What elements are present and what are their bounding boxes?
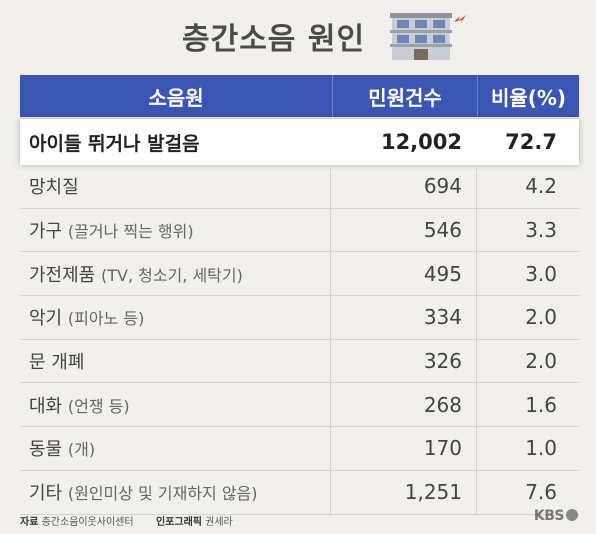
graphic-value: 권세라 — [205, 517, 233, 528]
highlight-source: 아이들 뛰거나 발걸음 — [29, 132, 200, 155]
row-count: 694 — [423, 174, 462, 199]
building-with-noise-icon — [390, 13, 466, 60]
page-title: 층간소음 원인 — [182, 22, 366, 57]
row-ratio: 3.0 — [525, 261, 557, 286]
row-name: 대화 — [29, 395, 63, 417]
row-count: 1,251 — [404, 480, 462, 505]
title-area: 층간소음 원인 — [0, 0, 596, 72]
kbs-logo: KBS — [534, 508, 578, 524]
table-row: 가구 (끌거나 찍는 행위) 546 3.3 — [20, 209, 579, 253]
highlight-row: 아이들 뛰거나 발걸음 12,002 72.7 — [20, 119, 579, 165]
column-divider — [476, 165, 477, 515]
table-row: 문 개폐 326 2.0 — [20, 340, 579, 384]
header-divider — [477, 75, 478, 117]
table-row: 대화 (언쟁 등) 268 1.6 — [20, 383, 579, 428]
row-ratio: 1.0 — [525, 436, 557, 461]
row-note: (끌거나 찍는 행위) — [67, 222, 194, 242]
column-header-source: 소음원 — [148, 85, 204, 110]
row-name: 악기 — [29, 308, 63, 330]
row-name: 가구 — [29, 221, 63, 243]
logo-dot-icon — [566, 509, 578, 521]
row-count: 546 — [423, 218, 462, 243]
table-row: 가전제품 (TV, 청소기, 세탁기) 495 3.0 — [20, 252, 579, 297]
row-note: (개) — [67, 440, 96, 460]
row-ratio: 1.6 — [525, 392, 557, 417]
row-ratio: 4.2 — [525, 174, 557, 199]
row-count: 268 — [423, 392, 462, 417]
row-ratio: 3.3 — [525, 218, 557, 243]
source-value: 층간소음이웃사이센터 — [41, 517, 134, 528]
footer-credits: 자료 층간소음이웃사이센터 인포그래픽 권세라 — [20, 513, 233, 528]
row-name: 동물 — [29, 439, 63, 461]
brand-text: KBS — [533, 508, 565, 524]
graphic-label: 인포그래픽 — [155, 517, 202, 528]
table-row: 기타 (원인미상 및 기재하지 않음) 1,251 7.6 — [20, 471, 579, 515]
row-count: 495 — [423, 261, 462, 286]
row-note: (피아노 등) — [67, 309, 145, 329]
table-body: 망치질 694 4.2 가구 (끌거나 찍는 행위) 546 3.3 가전제품 … — [20, 165, 579, 515]
row-name: 가전제품 — [29, 264, 96, 286]
row-note: (원인미상 및 기재하지 않음) — [67, 484, 258, 504]
table-row: 악기 (피아노 등) 334 2.0 — [20, 296, 579, 340]
column-divider — [330, 165, 331, 515]
row-count: 170 — [423, 436, 462, 461]
highlight-count: 12,002 — [380, 130, 462, 154]
header-divider — [332, 75, 333, 117]
column-header-ratio: 비율(%) — [490, 85, 567, 110]
column-header-count: 민원건수 — [368, 85, 442, 110]
row-name: 문 개폐 — [29, 352, 85, 374]
row-ratio: 2.0 — [525, 349, 557, 374]
row-note: (언쟁 등) — [67, 396, 130, 416]
source-label: 자료 — [20, 517, 39, 528]
table-header: 소음원 민원건수 비율(%) — [20, 75, 579, 117]
row-ratio: 7.6 — [525, 480, 557, 505]
row-ratio: 2.0 — [525, 305, 557, 330]
row-count: 326 — [423, 349, 462, 374]
row-count: 334 — [423, 305, 462, 330]
row-note: (TV, 청소기, 세탁기) — [100, 265, 243, 285]
row-name: 망치질 — [29, 177, 79, 199]
highlight-ratio: 72.7 — [505, 130, 557, 154]
table-row: 망치질 694 4.2 — [20, 165, 579, 209]
row-name: 기타 — [29, 483, 63, 505]
table-row: 동물 (개) 170 1.0 — [20, 427, 579, 471]
noise-source-table: 소음원 민원건수 비율(%) 아이들 뛰거나 발걸음 12,002 72.7 망… — [20, 75, 579, 515]
